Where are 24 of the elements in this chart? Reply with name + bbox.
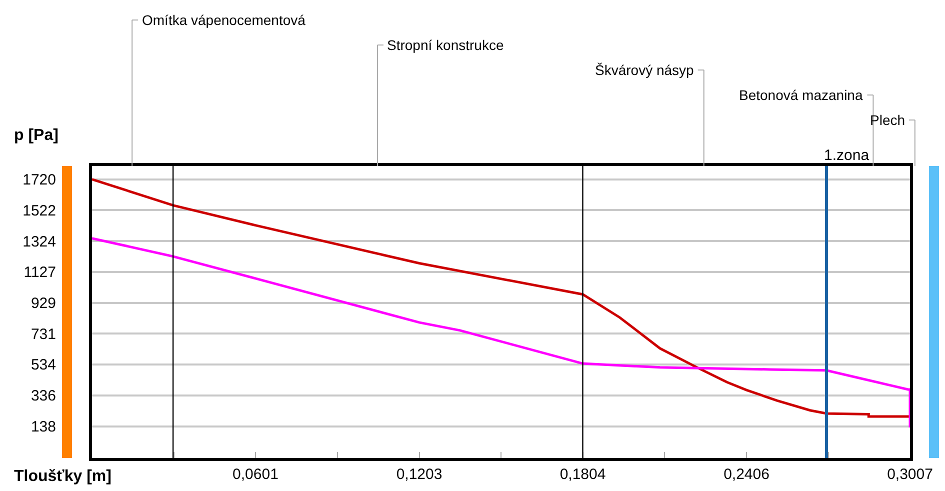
y-tick-label: 929 <box>30 295 56 312</box>
y-tick-label: 138 <box>30 418 56 436</box>
text: Škvárový násyp <box>595 62 694 78</box>
y-tick-label: 1127 <box>24 264 56 282</box>
line-series <box>92 237 910 429</box>
text: Omítka vápenocementová <box>142 12 306 28</box>
x-tick-label: 0,3007 <box>887 466 933 483</box>
y-tick-label: 1720 <box>22 172 56 189</box>
text: Stropní konstrukce <box>387 37 504 53</box>
x-tick-label: 0,2406 <box>724 466 770 483</box>
y-tick-label: 731 <box>30 326 56 343</box>
y-tick-label: 336 <box>30 388 56 405</box>
text: Plech <box>870 112 906 128</box>
x-tick-label: 0,1804 <box>560 466 606 483</box>
x-tick-label: 0,0601 <box>232 466 278 483</box>
y-axis-title: p [Pa] <box>14 127 58 144</box>
x-axis-title: Tloušťky [m] <box>14 468 112 485</box>
y-tick-label: 534 <box>30 356 56 374</box>
x-tick-label: 0,1203 <box>396 466 442 483</box>
text: Betonová mazanina <box>739 87 863 103</box>
y-tick-label: 1324 <box>22 233 56 250</box>
ref-line-label: 1.zona <box>824 147 870 164</box>
y-tick-label: 1522 <box>22 202 56 220</box>
line-series <box>92 178 910 418</box>
